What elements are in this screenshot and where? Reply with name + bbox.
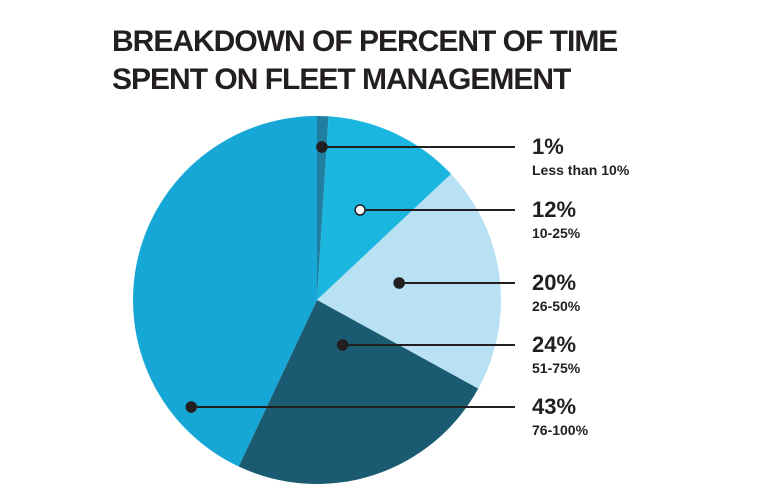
slice-value-label-2: 12% — [532, 197, 576, 222]
pie-slice-3 — [317, 174, 501, 389]
slice-category-label-2: 10-25% — [532, 225, 581, 241]
chart-title-line-2: SPENT ON FLEET MANAGEMENT — [112, 63, 571, 96]
pie-slice-2 — [317, 116, 452, 300]
slice-category-label-1: Less than 10% — [532, 162, 630, 178]
pie-callouts: 1% Less than 10% 12% 10-25% 20% 26-50% 24% 51-7… — [185, 134, 630, 438]
slice-value-label-4: 24% — [532, 332, 576, 357]
callout-dot-3 — [393, 277, 405, 289]
callout-dot-4 — [336, 339, 349, 351]
slice-category-label-3: 26-50% — [532, 298, 581, 314]
chart-title-line-1: BREAKDOWN OF PERCENT OF TIME — [112, 25, 617, 58]
pie-slice-4 — [238, 300, 479, 484]
pie-slice-5 — [132, 116, 317, 467]
slice-value-label-3: 20% — [532, 270, 576, 295]
pie-slices — [132, 115, 501, 484]
slice-category-label-4: 51-75% — [532, 360, 581, 376]
slice-value-label-5: 43% — [532, 394, 576, 419]
pie-slice-1 — [317, 115, 329, 300]
callout-dot-1 — [316, 141, 328, 153]
slice-value-label-1: 1% — [532, 134, 564, 159]
callout-dot-2 — [354, 204, 366, 216]
chart-title: BREAKDOWN OF PERCENT OF TIME SPENT ON FL… — [112, 25, 618, 96]
slice-category-label-5: 76-100% — [532, 422, 589, 438]
callout-dot-5 — [185, 401, 198, 413]
